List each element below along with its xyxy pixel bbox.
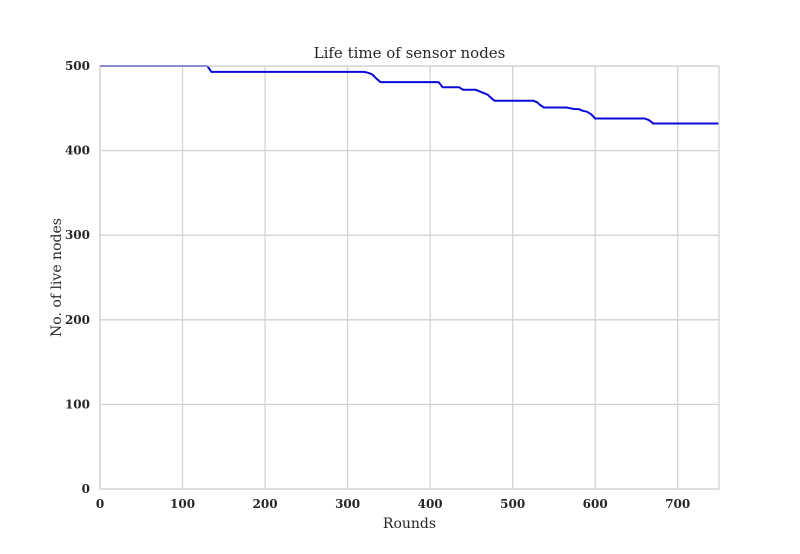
- chart-title: Life time of sensor nodes: [314, 44, 506, 62]
- y-tick-label: 300: [65, 228, 90, 242]
- x-tick-label: 300: [335, 497, 360, 511]
- x-tick-label: 600: [583, 497, 608, 511]
- grid: [99, 65, 719, 490]
- y-axis-label: No. of live nodes: [49, 218, 65, 337]
- x-tick-label: 0: [96, 497, 104, 511]
- x-tick-label: 400: [418, 497, 443, 511]
- y-tick-label: 200: [65, 313, 90, 327]
- plot-area: [100, 65, 719, 125]
- x-tick-label: 500: [500, 497, 525, 511]
- y-axis-ticks: 0 100 200 300 400 500: [65, 59, 90, 496]
- y-tick-label: 500: [65, 59, 90, 73]
- x-axis-label: Rounds: [383, 516, 436, 532]
- x-tick-label: 100: [170, 497, 195, 511]
- x-axis-ticks: 0 100 200 300 400 500 600 700: [96, 497, 690, 511]
- plot-frame: [99, 65, 720, 490]
- x-tick-label: 700: [665, 497, 690, 511]
- y-tick-label: 100: [65, 397, 90, 411]
- x-tick-label: 200: [253, 497, 278, 511]
- y-tick-label: 0: [82, 482, 90, 496]
- series-line: [100, 65, 719, 125]
- y-tick-label: 400: [65, 144, 90, 158]
